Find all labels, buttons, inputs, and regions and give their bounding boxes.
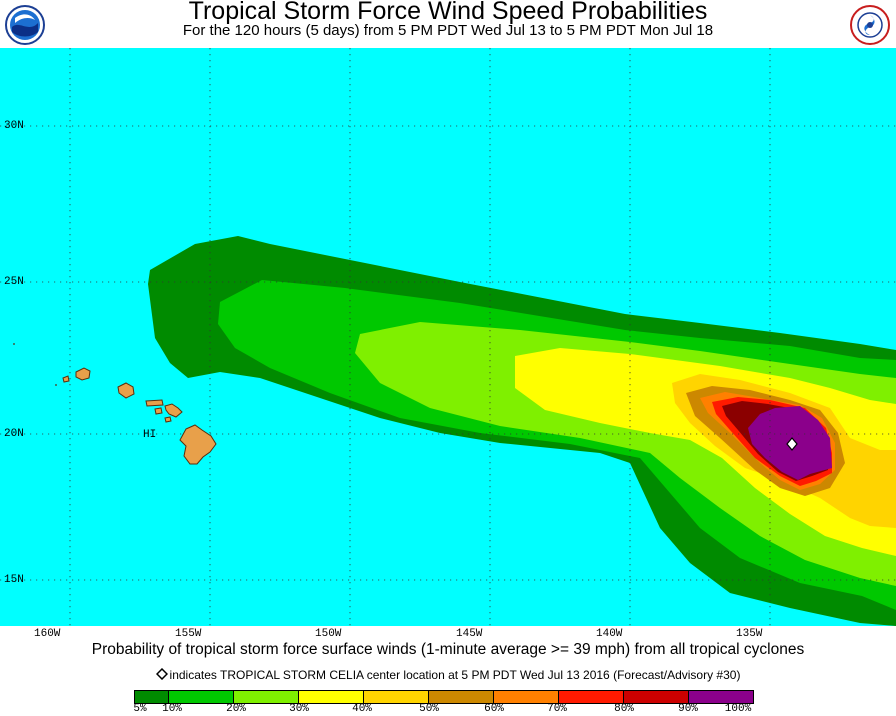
wind-probability-map [0,48,896,626]
map-title: Tropical Storm Force Wind Speed Probabil… [188,0,708,25]
lon-label-155w: 155W [175,628,202,640]
lat-label-15n: 15N [4,574,24,586]
legend-swatch-20-30 [234,691,299,703]
lon-label-140w: 140W [596,628,623,640]
lat-lon-grid [0,48,896,626]
legend-swatch-60-70 [494,691,559,703]
national-weather-service-logo [850,5,890,45]
probability-legend [134,690,754,704]
hawaii-label: HI [143,429,157,441]
diamond-icon [786,437,798,451]
island-molokai [145,399,164,407]
legend-label-5: 5% [133,703,147,715]
legend-label-50: 50% [419,703,439,715]
legend-label-90: 90% [678,703,698,715]
legend-label-10: 10% [162,703,182,715]
legend-label-20: 20% [226,703,246,715]
island-kahoolawe [164,416,172,423]
legend-swatch-90-100 [689,691,753,703]
legend-label-60: 60% [484,703,504,715]
lon-label-150w: 150W [315,628,342,640]
legend-swatch-50-60 [429,691,494,703]
legend-label-70: 70% [547,703,567,715]
lon-label-135w: 135W [736,628,763,640]
lat-label-25n: 25N [4,276,24,288]
legend-swatch-70-80 [559,691,624,703]
legend-swatch-80-90 [624,691,689,703]
noaa-logo [5,5,45,45]
header: Tropical Storm Force Wind Speed Probabil… [0,0,896,48]
island-maui [164,403,183,418]
legend-swatch-30-40 [299,691,364,703]
lon-label-145w: 145W [456,628,483,640]
lat-label-20n: 20N [4,428,24,440]
diamond-icon [155,667,168,681]
legend-label-40: 40% [352,703,372,715]
lon-label-160w: 160W [34,628,61,640]
legend-label-100: 100% [724,703,752,715]
map-subtitle: For the 120 hours (5 days) from 5 PM PDT… [182,22,714,39]
island-lanai [154,407,163,415]
island-hawaii [179,424,217,465]
island-oahu [117,382,135,399]
storm-center-note: indicates TROPICAL STORM CELIA center lo… [0,667,896,683]
lat-label-30n: 30N [4,120,24,132]
map-caption: Probability of tropical storm force surf… [91,641,805,658]
island-kauai [75,367,91,381]
legend-label-30: 30% [289,703,309,715]
hawaiian-islands [13,343,217,465]
legend-swatch-10-20 [169,691,234,703]
dot-nihoa [55,384,57,386]
legend-label-80: 80% [614,703,634,715]
legend-swatch-40-50 [364,691,429,703]
dot-northwest-island [13,343,15,345]
storm-center-note-text: indicates TROPICAL STORM CELIA center lo… [169,668,741,682]
island-niihau [62,375,70,383]
legend-swatch-5-10 [135,691,169,703]
